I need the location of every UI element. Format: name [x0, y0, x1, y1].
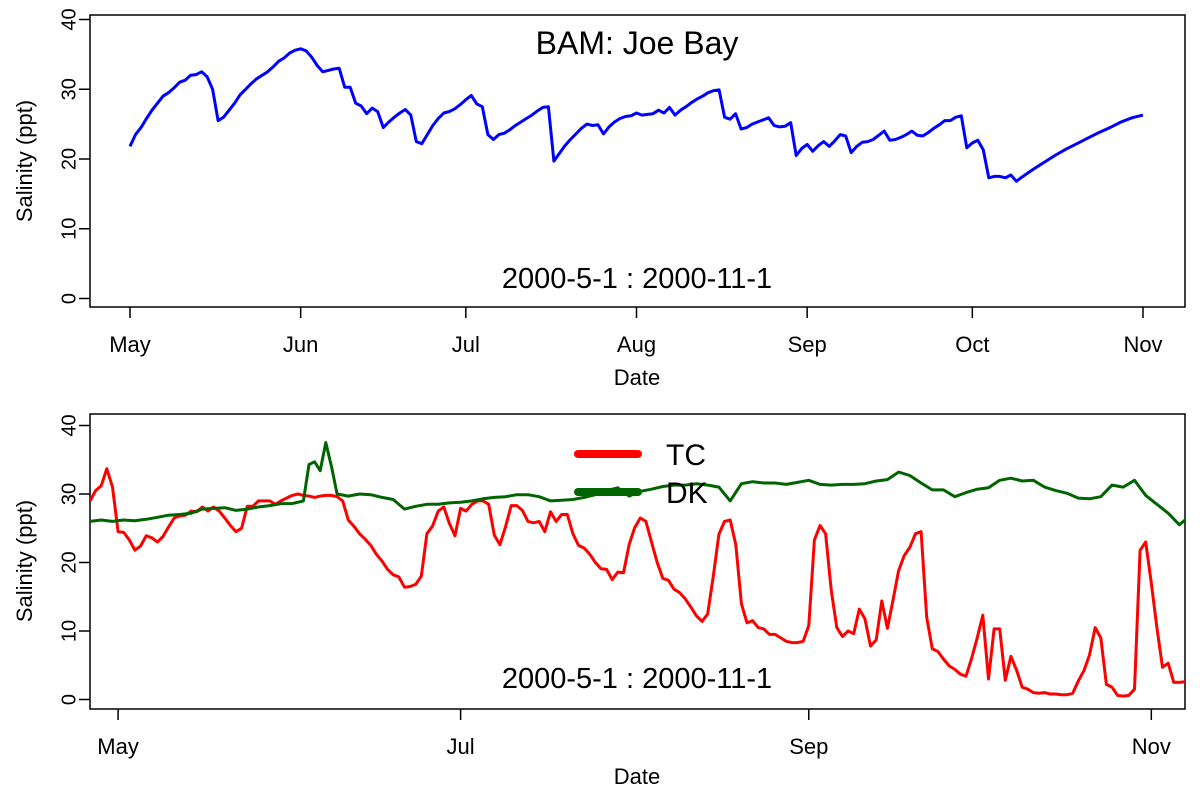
x-tick-label: May [109, 332, 151, 357]
top-panel-title: BAM: Joe Bay [536, 25, 739, 61]
x-tick-label: Jul [447, 734, 475, 759]
y-tick-label: 20 [58, 148, 80, 170]
y-tick-label: 40 [58, 8, 80, 30]
top-panel-ticks: 0 10 20 30 40 May Jun Jul Aug Sep Oct Nov [58, 8, 1162, 357]
top-panel-y-axis-title: Salinity (ppt) [12, 100, 37, 222]
top-panel-x-axis-title: Date [614, 365, 660, 390]
top-panel: 0 10 20 30 40 May Jun Jul Aug Sep Oct Nov BAM: Joe … [12, 8, 1186, 390]
bottom-plot-frame [89, 413, 1186, 710]
bottom-panel: 0 10 20 30 40 May Jul Sep Nov 2000-5-1 : 2000-11… [12, 413, 1186, 789]
bottom-panel-date-range: 2000-5-1 : 2000-11-1 [502, 663, 772, 695]
x-tick-label: Jun [283, 332, 318, 357]
x-tick-label: Sep [788, 332, 827, 357]
x-tick-label: May [97, 734, 139, 759]
y-tick-label: 20 [58, 551, 80, 573]
y-tick-label: 0 [58, 293, 80, 304]
y-tick-label: 40 [58, 414, 80, 436]
x-tick-label: Nov [1132, 734, 1171, 759]
y-tick-label: 30 [58, 483, 80, 505]
series-line-salinity [128, 47, 1144, 183]
bottom-panel-ticks: 0 10 20 30 40 May Jul Sep Nov [58, 414, 1171, 759]
top-panel-series [128, 47, 1144, 183]
x-tick-label: Sep [789, 734, 828, 759]
x-tick-label: Nov [1123, 332, 1162, 357]
y-tick-label: 10 [58, 620, 80, 642]
series-line-dk [90, 441, 1185, 527]
x-tick-label: Oct [955, 332, 989, 357]
y-tick-label: 10 [58, 218, 80, 240]
bottom-panel-x-axis-title: Date [614, 764, 660, 789]
legend-label-dk: DK [666, 477, 708, 510]
top-plot-frame [89, 14, 1186, 308]
legend-label-tc: TC [666, 439, 706, 472]
series-line-tc [90, 467, 1185, 698]
bottom-panel-y-axis-title: Salinity (ppt) [12, 500, 37, 622]
x-tick-label: Aug [617, 332, 656, 357]
bottom-panel-series [90, 441, 1185, 698]
y-tick-label: 30 [58, 78, 80, 100]
top-panel-date-range: 2000-5-1 : 2000-11-1 [502, 263, 772, 295]
x-tick-label: Jul [452, 332, 480, 357]
y-tick-label: 0 [58, 694, 80, 705]
legend: TC DK [574, 439, 708, 510]
